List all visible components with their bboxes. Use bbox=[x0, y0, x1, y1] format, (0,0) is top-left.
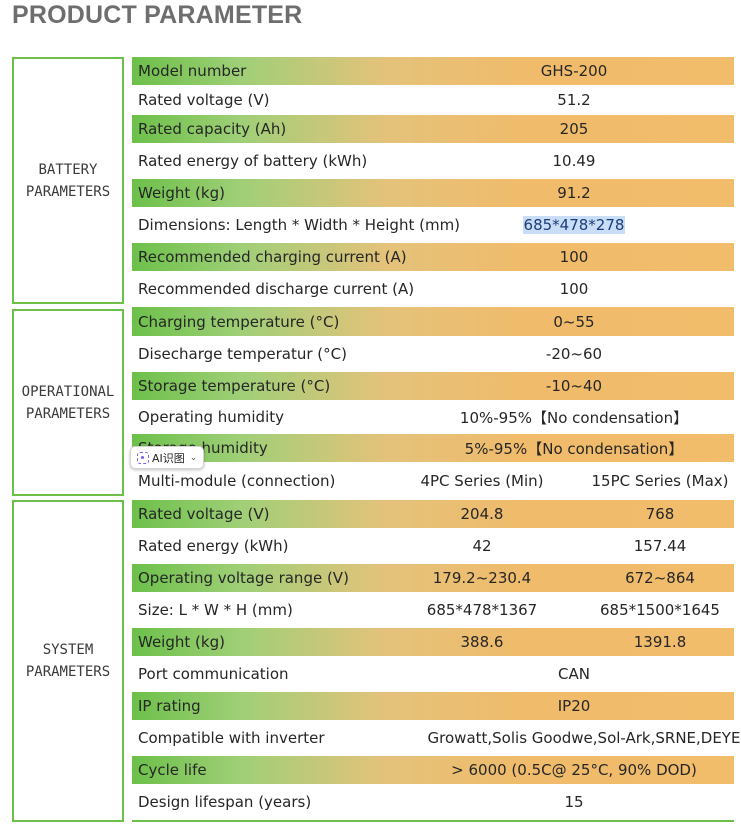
param-value: > 6000 (0.5C@ 25°C, 90% DOD) bbox=[451, 761, 697, 779]
param-value-highlighted: 685*478*278 bbox=[352, 207, 741, 243]
table-row: Charging temperature (°C) 0~55 bbox=[132, 307, 734, 336]
section-system-parameters: SYSTEM PARAMETERS bbox=[12, 500, 124, 822]
table-row: Recommended discharge current (A) 100 bbox=[132, 271, 734, 307]
param-label: Weight (kg) bbox=[138, 184, 225, 202]
param-value-min: 4PC Series (Min) bbox=[420, 472, 544, 490]
param-value-min: 42 bbox=[472, 537, 492, 555]
table-bottom-border bbox=[132, 820, 734, 822]
section-operational-label: OPERATIONAL PARAMETERS bbox=[21, 383, 115, 422]
param-label: IP rating bbox=[138, 697, 201, 715]
param-value: -20~60 bbox=[545, 345, 603, 363]
param-value: -10~40 bbox=[545, 377, 603, 395]
param-label: Operating voltage range (V) bbox=[138, 569, 349, 587]
table-row: Cycle life > 6000 (0.5C@ 25°C, 90% DOD) bbox=[132, 756, 734, 784]
section-system-label: SYSTEM PARAMETERS bbox=[25, 642, 111, 680]
param-label: Dimensions: Length * Width * Height (mm) bbox=[138, 216, 461, 234]
param-value-max: 15PC Series (Max) bbox=[591, 472, 729, 490]
param-label: Compatible with inverter bbox=[138, 729, 325, 747]
param-label: Design lifespan (years) bbox=[138, 793, 312, 811]
table-row: Port communication CAN bbox=[132, 656, 734, 692]
param-value: Growatt,Solis Goodwe,Sol-Ark,SRNE,DEYE bbox=[427, 729, 741, 747]
table-row: Rated voltage (V) 204.8 768 bbox=[132, 500, 734, 528]
table-row: Disecharge temperatur (°C) -20~60 bbox=[132, 336, 734, 372]
section-operational-parameters: OPERATIONAL PARAMETERS bbox=[12, 309, 124, 496]
param-value: 205 bbox=[559, 120, 589, 138]
param-value: CAN bbox=[558, 665, 590, 683]
page-title: PRODUCT PARAMETER bbox=[12, 1, 303, 29]
table-row: Rated capacity (Ah) 205 bbox=[132, 115, 734, 143]
param-label: Charging temperature (°C) bbox=[138, 312, 340, 331]
param-label: Recommended discharge current (A) bbox=[138, 280, 415, 298]
param-value-max: 672~864 bbox=[625, 569, 695, 587]
param-value: 15 bbox=[564, 793, 584, 811]
param-label: Recommended charging current (A) bbox=[138, 248, 407, 266]
param-label: Rated energy (kWh) bbox=[138, 537, 289, 555]
param-value-max: 157.44 bbox=[633, 537, 687, 555]
param-value: 10.49 bbox=[552, 152, 596, 170]
param-value: IP20 bbox=[557, 697, 591, 715]
param-value: GHS-200 bbox=[540, 62, 608, 80]
table-row: Rated voltage (V) 51.2 bbox=[132, 85, 734, 115]
table-row: Storage humidity 5%-95%【No condensation】 bbox=[132, 434, 734, 462]
param-value-min: 179.2~230.4 bbox=[432, 569, 532, 587]
param-label: Rated energy of battery (kWh) bbox=[138, 152, 368, 170]
param-value: 91.2 bbox=[557, 184, 591, 202]
param-value: 100 bbox=[559, 248, 589, 266]
ai-image-recognition-button[interactable]: AI识图 ⌄ bbox=[130, 446, 205, 469]
table-row: Compatible with inverter Growatt,Solis G… bbox=[132, 720, 740, 756]
ai-chip-label: AI识图 bbox=[152, 451, 185, 465]
table-row: Operating humidity 10%-95%【No condensati… bbox=[132, 400, 734, 434]
param-value-max: 1391.8 bbox=[633, 633, 687, 651]
param-label: Storage temperature (°C) bbox=[138, 377, 331, 395]
ai-scan-icon bbox=[137, 451, 149, 464]
param-label: Model number bbox=[138, 62, 247, 80]
param-label: Rated voltage (V) bbox=[138, 505, 270, 523]
parameter-table: Model number GHS-200 Rated voltage (V) 5… bbox=[132, 57, 740, 820]
param-value: 100 bbox=[559, 280, 589, 298]
param-value: 51.2 bbox=[557, 91, 591, 109]
table-row: Weight (kg) 91.2 bbox=[132, 179, 734, 207]
table-row: Recommended charging current (A) 100 bbox=[132, 243, 734, 271]
table-row: Rated energy (kWh) 42 157.44 bbox=[132, 528, 734, 564]
table-row: Model number GHS-200 bbox=[132, 57, 734, 85]
table-row: Weight (kg) 388.6 1391.8 bbox=[132, 628, 734, 656]
param-label: Size: L * W * H (mm) bbox=[138, 601, 293, 619]
table-row: Multi-module (connection) 4PC Series (Mi… bbox=[132, 462, 734, 500]
table-row: Design lifespan (years) 15 bbox=[132, 784, 734, 820]
param-label: Port communication bbox=[138, 665, 289, 683]
section-battery-label: BATTERY PARAMETERS bbox=[25, 161, 111, 200]
param-value-max: 685*1500*1645 bbox=[600, 601, 720, 619]
param-label: Rated voltage (V) bbox=[138, 91, 270, 109]
param-value: 5%-95%【No condensation】 bbox=[464, 439, 684, 458]
param-value-min: 204.8 bbox=[460, 505, 504, 523]
param-value: 10%-95%【No condensation】 bbox=[459, 408, 689, 427]
table-row: Size: L * W * H (mm) 685*478*1367 685*15… bbox=[132, 592, 734, 628]
table-row: Operating voltage range (V) 179.2~230.4 … bbox=[132, 564, 734, 592]
table-row: Dimensions: Length * Width * Height (mm)… bbox=[132, 207, 734, 243]
param-label: Weight (kg) bbox=[138, 633, 225, 651]
table-row: IP rating IP20 bbox=[132, 692, 734, 720]
param-label: Multi-module (connection) bbox=[138, 472, 336, 490]
param-value-min: 685*478*1367 bbox=[426, 601, 538, 619]
param-label: Disecharge temperatur (°C) bbox=[138, 345, 347, 363]
param-label: Rated capacity (Ah) bbox=[138, 120, 287, 138]
param-label: Operating humidity bbox=[138, 408, 285, 426]
param-value: 0~55 bbox=[553, 312, 595, 331]
param-label: Cycle life bbox=[138, 761, 207, 779]
chevron-down-icon: ⌄ bbox=[189, 452, 198, 463]
table-row: Rated energy of battery (kWh) 10.49 bbox=[132, 143, 734, 179]
selected-text[interactable]: 685*478*278 bbox=[522, 216, 626, 234]
param-value-max: 768 bbox=[645, 505, 675, 523]
section-battery-parameters: BATTERY PARAMETERS bbox=[12, 57, 124, 304]
table-row: Storage temperature (°C) -10~40 bbox=[132, 372, 734, 400]
param-value-min: 388.6 bbox=[460, 633, 504, 651]
